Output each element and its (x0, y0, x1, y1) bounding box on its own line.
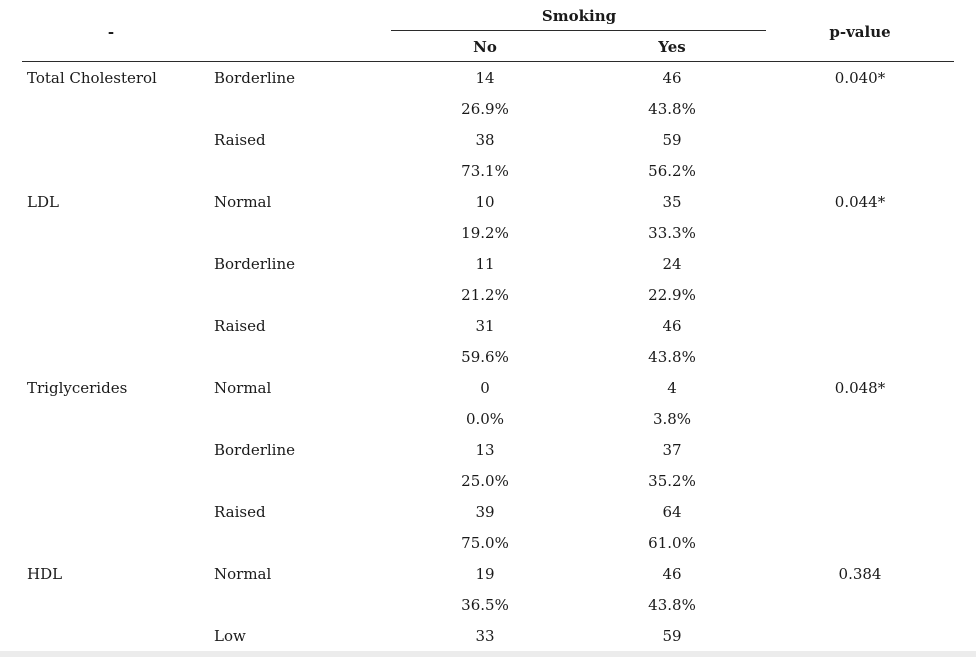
cell-yes: 46 (662, 317, 682, 335)
header-no: No (473, 38, 497, 56)
header-p-value: p-value (829, 23, 891, 41)
bottom-strip (0, 651, 976, 657)
cell-no: 31 (475, 317, 495, 335)
cell-yes: 4 (667, 379, 677, 397)
cell-variable: Triglycerides (27, 379, 128, 397)
cell-yes: 59 (662, 131, 682, 149)
cell-yes: 43.8% (648, 348, 696, 366)
smoking-underline (391, 30, 766, 31)
cell-yes: 46 (662, 565, 682, 583)
cell-no: 39 (475, 503, 495, 521)
cell-no: 26.9% (461, 100, 509, 118)
cell-category: Raised (214, 317, 266, 335)
cell-no: 75.0% (461, 534, 509, 552)
cell-yes: 24 (662, 255, 682, 273)
cell-p-value: 0.044* (834, 193, 886, 211)
cell-no: 21.2% (461, 286, 509, 304)
cell-yes: 22.9% (648, 286, 696, 304)
cell-category: Low (214, 627, 246, 645)
cell-variable: Total Cholesterol (27, 69, 157, 87)
cell-yes: 64 (662, 503, 682, 521)
cell-no: 13 (475, 441, 495, 459)
cell-category: Raised (214, 131, 266, 149)
cell-yes: 35.2% (648, 472, 696, 490)
cell-no: 33 (475, 627, 495, 645)
cell-category: Raised (214, 503, 266, 521)
cell-category: Borderline (214, 69, 296, 87)
cell-yes: 33.3% (648, 224, 696, 242)
cell-p-value: 0.048* (834, 379, 886, 397)
cell-category: Normal (214, 379, 272, 397)
cell-no: 19.2% (461, 224, 509, 242)
cell-category: Borderline (214, 441, 296, 459)
cell-no: 0 (480, 379, 490, 397)
cell-yes: 61.0% (648, 534, 696, 552)
cell-yes: 46 (662, 69, 682, 87)
cell-p-value: 0.040* (834, 69, 886, 87)
cell-variable: HDL (27, 565, 63, 583)
cell-no: 19 (475, 565, 495, 583)
header-smoking: Smoking (541, 7, 617, 25)
cell-category: Normal (214, 193, 272, 211)
cell-no: 14 (475, 69, 495, 87)
cell-yes: 3.8% (652, 410, 692, 428)
cell-yes: 43.8% (648, 596, 696, 614)
cell-no: 0.0% (465, 410, 505, 428)
cell-no: 11 (475, 255, 495, 273)
cell-no: 38 (475, 131, 495, 149)
cell-no: 73.1% (461, 162, 509, 180)
header-rule (22, 61, 954, 62)
cell-no: 10 (475, 193, 495, 211)
cell-yes: 37 (662, 441, 682, 459)
cell-yes: 59 (662, 627, 682, 645)
cell-variable: LDL (27, 193, 59, 211)
cell-category: Borderline (214, 255, 296, 273)
cell-no: 59.6% (461, 348, 509, 366)
cell-p-value: 0.384 (838, 565, 882, 583)
cell-yes: 43.8% (648, 100, 696, 118)
cell-no: 36.5% (461, 596, 509, 614)
cell-category: Normal (214, 565, 272, 583)
cell-yes: 56.2% (648, 162, 696, 180)
cell-yes: 35 (662, 193, 682, 211)
header-yes: Yes (658, 38, 686, 56)
header-dash: - (107, 23, 115, 41)
cell-no: 25.0% (461, 472, 509, 490)
